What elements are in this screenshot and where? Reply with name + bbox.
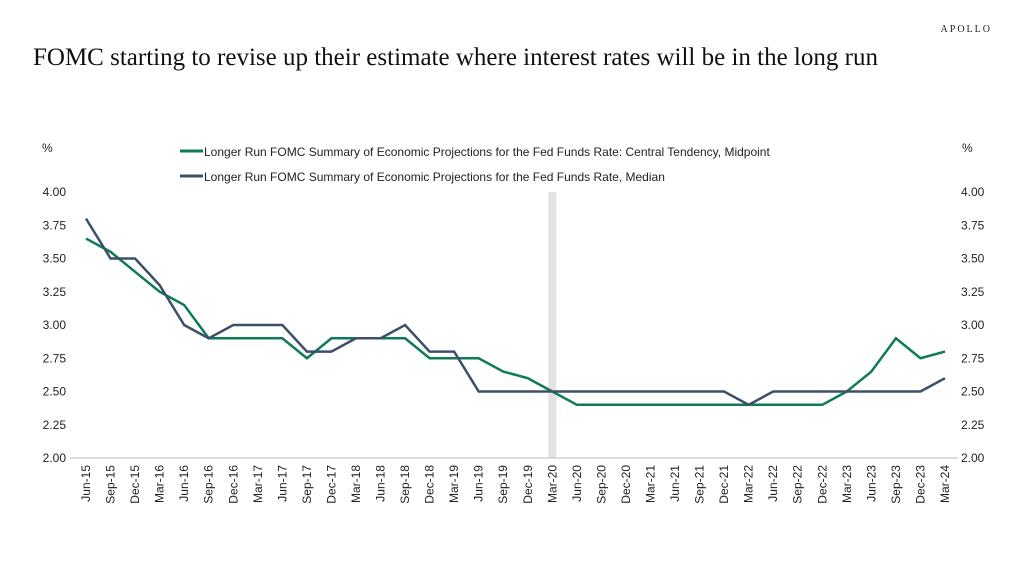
recession-shade [548, 192, 557, 458]
x-tick-label: Mar-20 [545, 465, 559, 503]
x-tick-label: Dec-20 [619, 465, 633, 504]
x-tick-label: Sep-19 [496, 465, 510, 504]
y-tick-right: 2.25 [961, 418, 985, 432]
x-tick-label: Mar-22 [742, 465, 756, 503]
y-tick-right: 3.75 [961, 218, 985, 232]
x-tick-label: Jun-17 [275, 465, 289, 502]
y-tick-right: 3.00 [961, 318, 985, 332]
y-tick-right: 4.00 [961, 185, 985, 199]
x-tick-label: Mar-18 [349, 465, 363, 503]
x-tick-label: Sep-18 [398, 465, 412, 504]
x-tick-label: Mar-17 [251, 465, 265, 503]
x-tick-label: Mar-16 [153, 465, 167, 503]
x-tick-label: Mar-23 [840, 465, 854, 503]
y-tick-left: 2.00 [43, 451, 67, 465]
x-tick-label: Jun-19 [472, 465, 486, 502]
x-tick-label: Dec-15 [128, 465, 142, 504]
x-tick-label: Sep-15 [104, 465, 118, 504]
x-tick-label: Sep-16 [202, 465, 216, 504]
x-tick-label: Dec-21 [717, 465, 731, 504]
y-tick-left: 4.00 [43, 185, 67, 199]
x-tick-label: Jun-21 [668, 465, 682, 502]
y-tick-left: 3.25 [43, 285, 67, 299]
apollo-logo: APOLLO [940, 24, 992, 35]
x-tick-label: Mar-24 [938, 465, 952, 503]
y-tick-left: 3.00 [43, 318, 67, 332]
x-tick-label: Sep-17 [300, 465, 314, 504]
y-tick-right: 3.25 [961, 285, 985, 299]
x-tick-label: Jun-20 [570, 465, 584, 502]
y-tick-left: 3.75 [43, 218, 67, 232]
x-tick-label: Jun-18 [374, 465, 388, 502]
series-line [85, 237, 946, 407]
x-tick-label: Sep-22 [791, 465, 805, 504]
series-line [84, 217, 946, 407]
y-tick-left: 2.75 [43, 351, 67, 365]
x-tick-label: Sep-21 [693, 465, 707, 504]
y-tick-left: 2.50 [43, 385, 67, 399]
x-tick-label: Jun-16 [177, 465, 191, 502]
x-tick-label: Sep-20 [594, 465, 608, 504]
y-tick-right: 2.50 [961, 385, 985, 399]
y-tick-right: 3.50 [961, 252, 985, 266]
x-tick-label: Mar-21 [643, 465, 657, 503]
x-tick-label: Jun-22 [766, 465, 780, 502]
y-tick-right: 2.75 [961, 351, 985, 365]
y-tick-left: 3.50 [43, 252, 67, 266]
x-tick-label: Dec-22 [815, 465, 829, 504]
legend-label: Longer Run FOMC Summary of Economic Proj… [204, 145, 770, 159]
legend-label: Longer Run FOMC Summary of Economic Proj… [204, 170, 665, 184]
x-tick-label: Jun-15 [79, 465, 93, 502]
x-tick-label: Dec-23 [913, 465, 927, 504]
left-unit-label: % [42, 141, 53, 155]
y-tick-right: 2.00 [961, 451, 985, 465]
x-tick-label: Jun-23 [864, 465, 878, 502]
chart-title: FOMC starting to revise up their estimat… [33, 44, 878, 71]
y-tick-left: 2.25 [43, 418, 67, 432]
x-tick-label: Sep-23 [889, 465, 903, 504]
x-tick-label: Dec-16 [226, 465, 240, 504]
right-unit-label: % [962, 141, 973, 155]
x-tick-label: Dec-17 [324, 465, 338, 504]
x-tick-label: Dec-18 [423, 465, 437, 504]
x-tick-label: Mar-19 [447, 465, 461, 503]
x-tick-label: Dec-19 [521, 465, 535, 504]
